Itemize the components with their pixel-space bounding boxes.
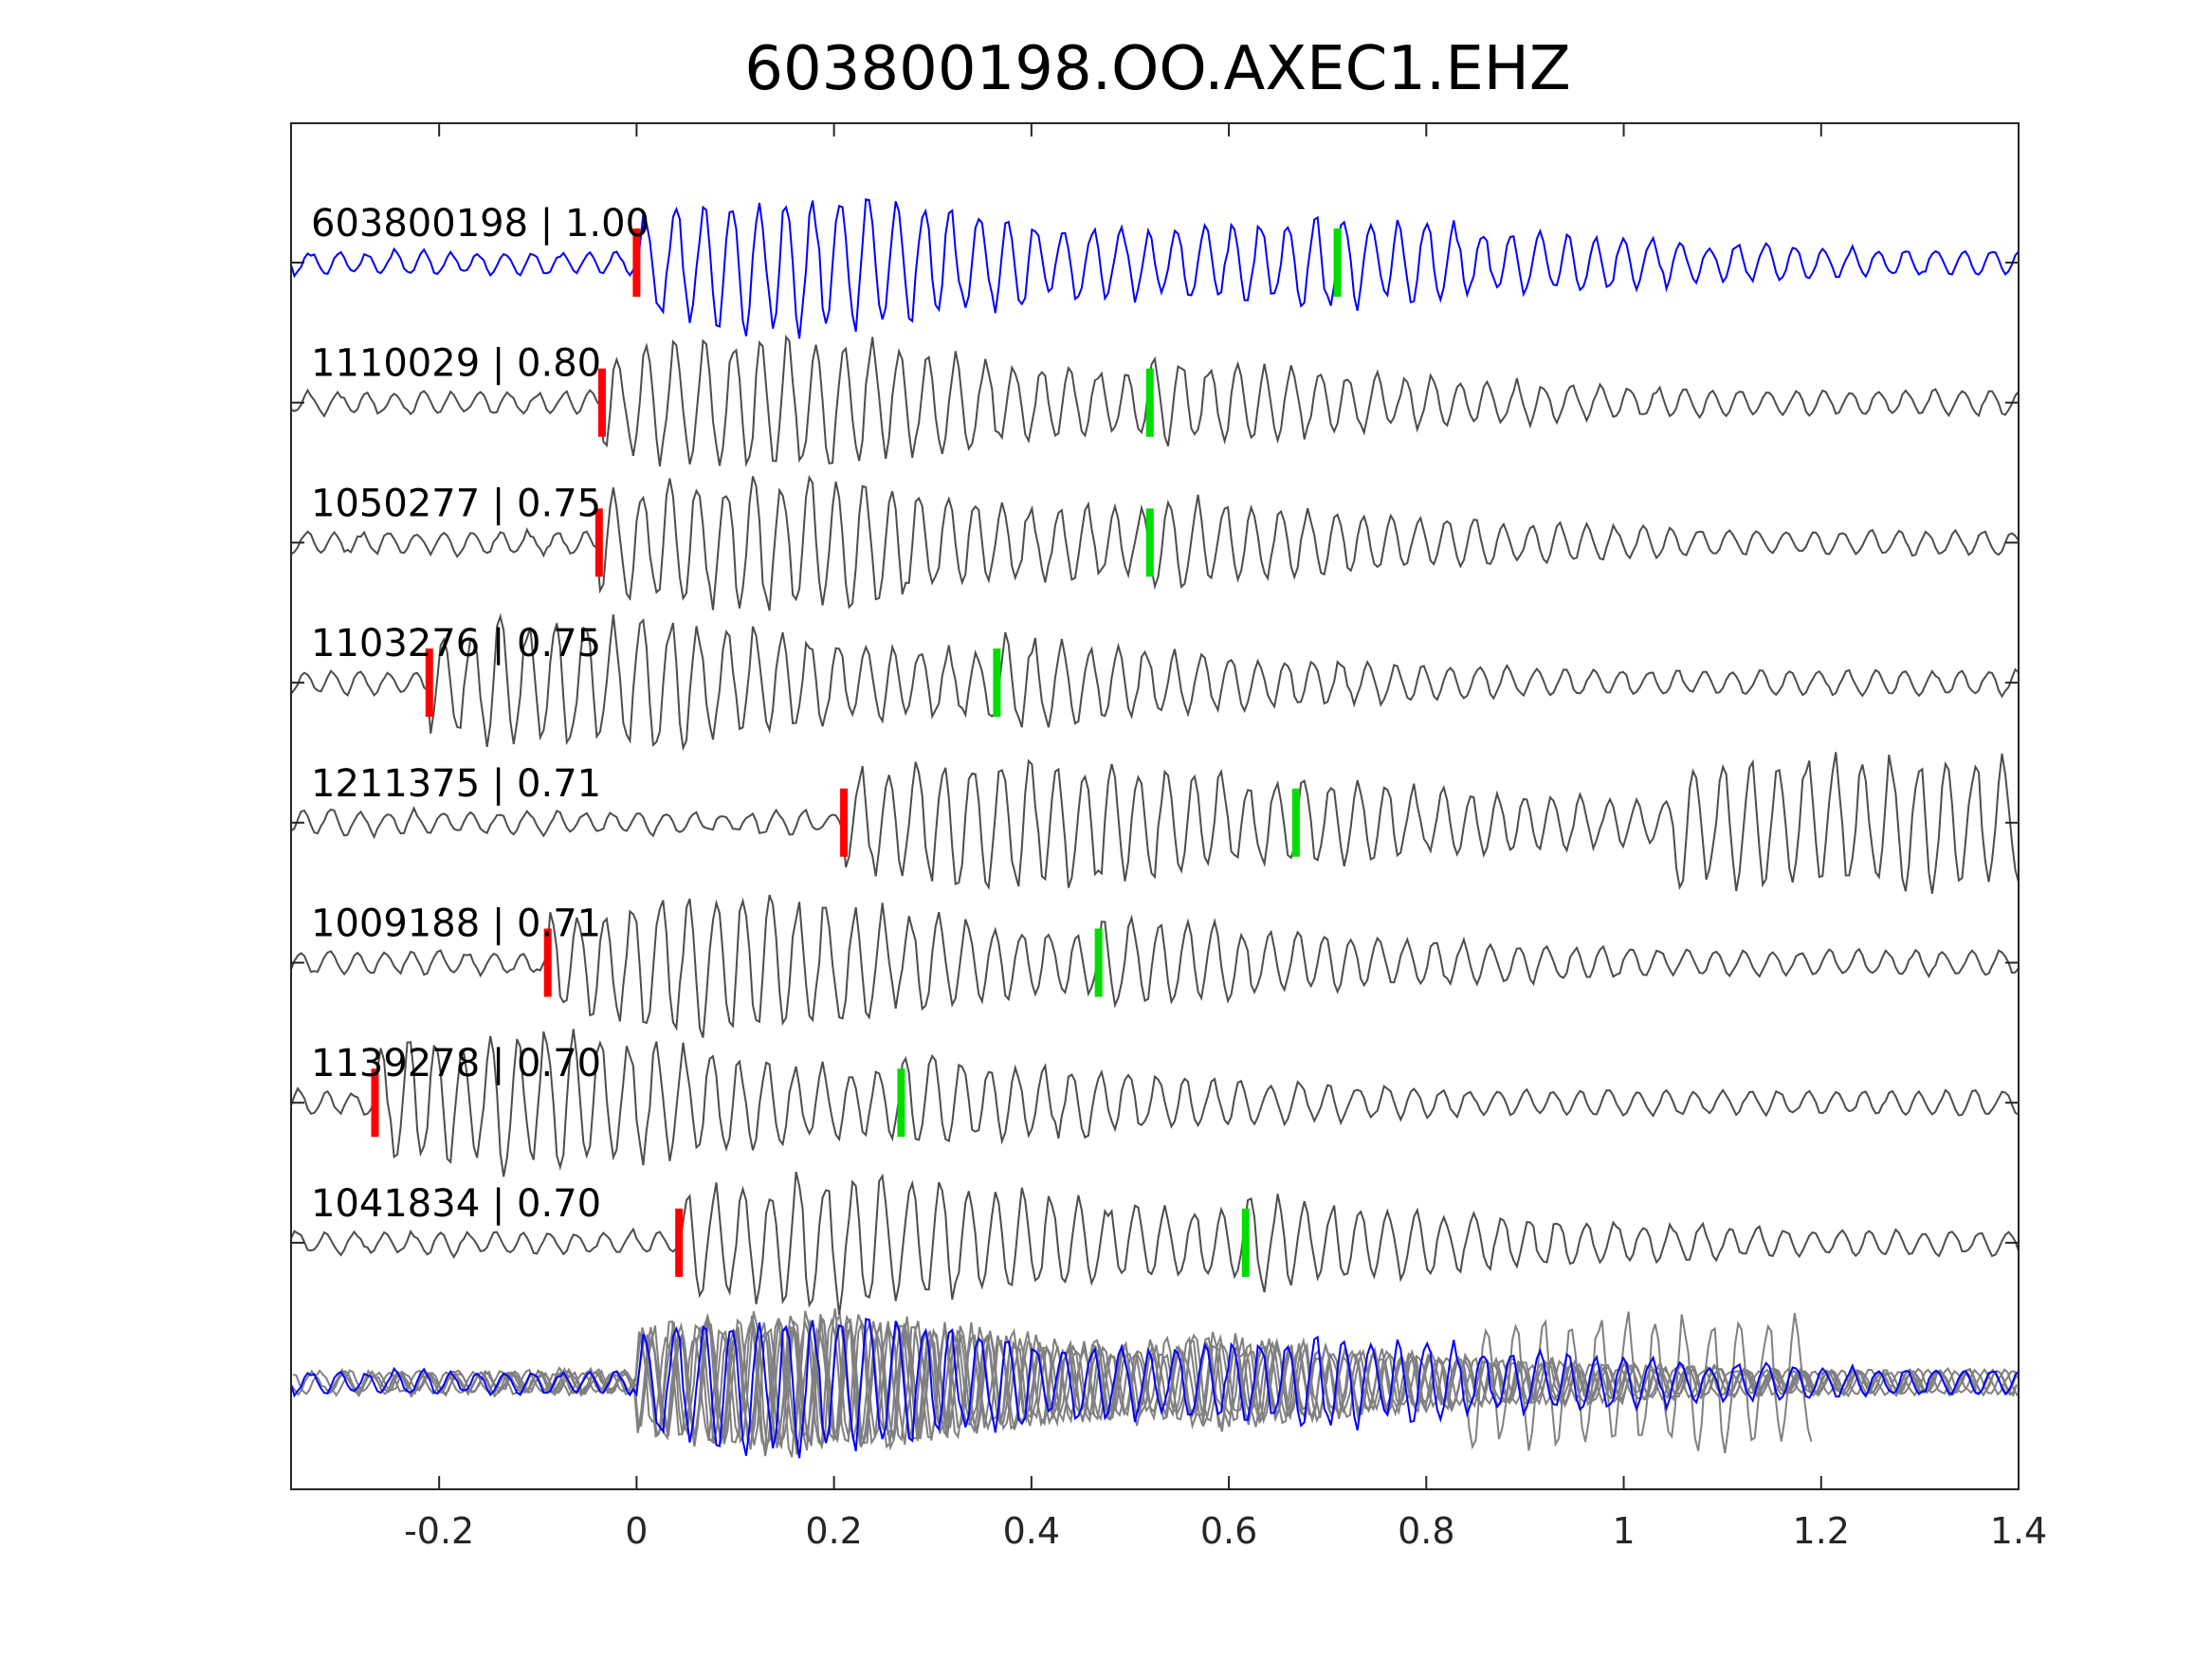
trace-line [290, 752, 2020, 894]
trace-group: 1103276 | 0.75 [290, 612, 2020, 752]
trace-group: 1041834 | 0.70 [290, 1171, 2020, 1316]
trace-label: 1211375 | 0.71 [311, 762, 601, 806]
trace-line [290, 474, 2020, 611]
x-axis: -0.2 0 0.2 0.4 0.6 0.8 1 1.2 1.4 [404, 123, 2047, 1552]
trace-line [290, 894, 2020, 1038]
x-tick-label: 0.8 [1398, 1510, 1454, 1552]
trace-label: 1103276 | 0.75 [311, 622, 601, 665]
x-tick-label: 1.4 [1990, 1510, 2047, 1552]
trace-group: 603800198 | 1.00 [290, 198, 2020, 339]
trace-group: 1050277 | 0.75 [290, 474, 2020, 611]
x-tick-label: -0.2 [404, 1510, 474, 1552]
trace-group: 1110029 | 0.80 [290, 334, 2020, 467]
stack-overlay [290, 1308, 2020, 1459]
trace-line [290, 334, 2020, 467]
trace-group: 1139278 | 0.70 [290, 1029, 2020, 1177]
trace-label: 1139278 | 0.70 [311, 1042, 601, 1085]
trace-group: 1009188 | 0.71 [290, 894, 2020, 1038]
trace-label: 1110029 | 0.80 [311, 342, 601, 386]
stack-trace-line [292, 1311, 1813, 1454]
axes-frame [290, 122, 2020, 1490]
x-tick-label: 0.6 [1200, 1510, 1257, 1552]
chart-title: 603800198.OO.AXEC1.EHZ [744, 34, 1571, 104]
x-tick-label: 1.2 [1793, 1510, 1850, 1552]
stack-trace-line [290, 1318, 2020, 1459]
trace-label: 1009188 | 0.71 [311, 902, 601, 946]
stack-trace-line [551, 1308, 2019, 1457]
trace-label: 603800198 | 1.00 [311, 202, 649, 246]
trace-line [290, 1171, 2020, 1316]
trace-label: 1041834 | 0.70 [311, 1182, 601, 1226]
trace-group: 1211375 | 0.71 [290, 752, 2020, 894]
trace-line [290, 612, 2020, 752]
trace-label: 1050277 | 0.75 [311, 482, 601, 525]
x-tick-label: 0 [625, 1510, 648, 1552]
plot-area: 603800198 | 1.00 1110029 | 0.80 1050277 | … [290, 198, 2020, 1459]
x-tick-label: 1 [1612, 1510, 1635, 1552]
x-tick-label: 0.4 [1003, 1510, 1060, 1552]
x-tick-label: 0.2 [805, 1510, 862, 1552]
trace-line [290, 198, 2020, 339]
trace-line [290, 1029, 2020, 1177]
